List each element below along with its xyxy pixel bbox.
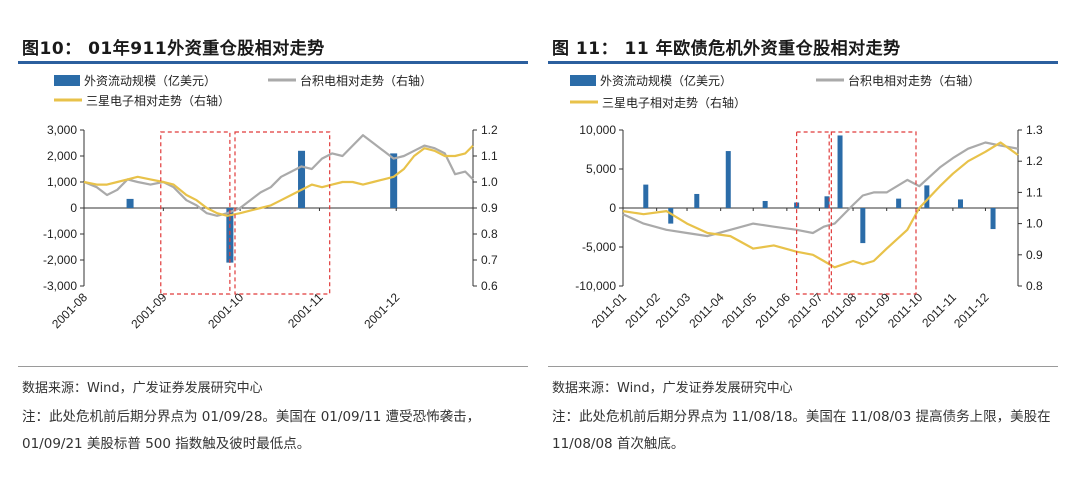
figure-10-panel: 图10： 01年911外资重仓股相对走势 外资流动规模（亿美元） 台积电相对走势…: [18, 0, 543, 489]
x-tick-label: 2011-12: [951, 290, 992, 331]
bar: [837, 135, 843, 208]
bar: [860, 208, 866, 244]
legend-samsung-label: 三星电子相对走势（右轴）: [86, 93, 230, 108]
figure-title: 图10： 01年911外资重仓股相对走势: [22, 39, 325, 59]
bar: [957, 199, 963, 208]
bar: [298, 150, 306, 208]
note-text: 注：此处危机前后期分界点为 01/09/28。美国在 01/09/11 遭受恐怖…: [22, 409, 481, 452]
y-left-tick-label: -1,000: [43, 227, 77, 241]
legend-bar-label: 外资流动规模（亿美元）: [600, 73, 732, 88]
y-left-tick-label: 1,000: [47, 175, 77, 189]
y-left-tick-label: -3,000: [43, 279, 77, 293]
x-tick-label: 2001-10: [205, 290, 246, 331]
x-tick-label: 2011-07: [785, 290, 826, 331]
y-right-tick-label: 0.8: [1026, 279, 1043, 293]
bar: [725, 151, 731, 208]
samsung-line: [622, 141, 1019, 269]
y-right-tick-label: 1.1: [1026, 185, 1043, 199]
bar: [668, 208, 674, 224]
x-tick-label: 2011-05: [719, 290, 760, 331]
x-tick-label: 2011-10: [885, 290, 926, 331]
axes: -10,000 -5,000 0 5,000 10,000 0.8 0.9 1.0 1.1 1.2…: [575, 123, 1043, 331]
x-tick-label: 2001-08: [49, 290, 90, 331]
title-rule: [18, 61, 528, 64]
bar: [226, 208, 234, 263]
y-left-tick-label: -2,000: [43, 253, 77, 267]
x-tick-label: 2011-08: [819, 290, 860, 331]
bar: [824, 196, 830, 208]
x-tick-label: 2001-12: [361, 290, 402, 331]
crisis-highlight-box: [830, 131, 917, 295]
y-left-tick-label: 2,000: [47, 149, 77, 163]
legend-bar-label: 外资流动规模（亿美元）: [84, 73, 216, 88]
y-right-tick-label: 1.0: [1026, 217, 1043, 231]
tsmc-line: [622, 141, 1019, 238]
bar: [896, 198, 902, 208]
legend-tsmc-label: 台积电相对走势（右轴）: [848, 73, 980, 88]
legend: 外资流动规模（亿美元） 台积电相对走势（右轴） 三星电子相对走势（右轴）: [570, 73, 980, 110]
y-left-tick-label: 10,000: [579, 123, 616, 137]
title-rule: [548, 61, 1058, 64]
bar: [126, 198, 134, 208]
y-right-tick-label: 1.1: [481, 149, 498, 163]
legend-bar-swatch: [570, 75, 596, 86]
note-text: 注：此处危机前后期分界点为 11/08/18。美国在 11/08/03 提高债务…: [552, 409, 1051, 452]
x-tick-label: 2011-01: [589, 290, 630, 331]
figure-title: 图 11： 11 年欧债危机外资重仓股相对走势: [552, 39, 901, 59]
crisis-highlight-box: [160, 131, 231, 295]
crisis-highlight-box: [796, 131, 830, 295]
legend-tsmc-label: 台积电相对走势（右轴）: [300, 73, 432, 88]
bar: [762, 200, 768, 208]
source-text: 数据来源：Wind，广发证券发展研究中心: [552, 381, 793, 396]
y-right-tick-label: 1.2: [481, 123, 498, 137]
legend: 外资流动规模（亿美元） 台积电相对走势（右轴） 三星电子相对走势（右轴）: [54, 73, 432, 108]
tsmc-line: [83, 134, 474, 217]
bar: [390, 153, 398, 208]
x-tick-label: 2011-04: [686, 290, 727, 331]
chart-911: 外资流动规模（亿美元） 台积电相对走势（右轴） 三星电子相对走势（右轴） -3,…: [43, 73, 498, 331]
x-tick-label: 2001-09: [128, 290, 169, 331]
y-right-tick-label: 1.3: [1026, 123, 1043, 137]
x-tick-label: 2001-11: [285, 290, 326, 331]
divider: [18, 366, 528, 367]
y-left-tick-label: 3,000: [47, 123, 77, 137]
y-right-tick-label: 0.7: [481, 253, 498, 267]
bar: [643, 184, 649, 208]
bar: [990, 208, 996, 230]
y-left-tick-label: 5,000: [586, 162, 616, 176]
x-tick-label: 2011-03: [653, 290, 694, 331]
y-right-tick-label: 0.9: [481, 201, 498, 215]
samsung-line: [83, 144, 474, 217]
y-right-tick-label: 1.0: [481, 175, 498, 189]
y-left-tick-label: -10,000: [575, 279, 616, 293]
bar-series: [126, 150, 398, 263]
divider: [548, 366, 1058, 367]
x-tick-label: 2011-09: [852, 290, 893, 331]
axes: -3,000 -2,000 -1,000 0 1,000 2,000 3,000 0.6 0.7…: [43, 123, 498, 331]
source-text: 数据来源：Wind，广发证券发展研究中心: [22, 381, 263, 396]
y-right-tick-label: 0.8: [481, 227, 498, 241]
chart-euro-debt: 外资流动规模（亿美元） 台积电相对走势（右轴） 三星电子相对走势（右轴） -10…: [570, 73, 1043, 331]
bar-series: [643, 135, 996, 244]
y-left-tick-label: 0: [609, 201, 616, 215]
y-right-tick-label: 0.9: [1026, 248, 1043, 262]
figure-11-panel: 图 11： 11 年欧债危机外资重仓股相对走势 外资流动规模（亿美元） 台积电相…: [548, 0, 1073, 489]
y-right-tick-label: 0.6: [481, 279, 498, 293]
legend-bar-swatch: [54, 75, 80, 86]
y-left-tick-label: -5,000: [582, 240, 616, 254]
y-left-tick-label: 0: [70, 201, 77, 215]
bar: [924, 185, 930, 208]
crisis-highlight-box: [234, 131, 331, 295]
y-right-tick-label: 1.2: [1026, 154, 1043, 168]
x-tick-label: 2011-06: [753, 290, 794, 331]
bar: [694, 193, 700, 208]
legend-samsung-label: 三星电子相对走势（右轴）: [602, 95, 746, 110]
